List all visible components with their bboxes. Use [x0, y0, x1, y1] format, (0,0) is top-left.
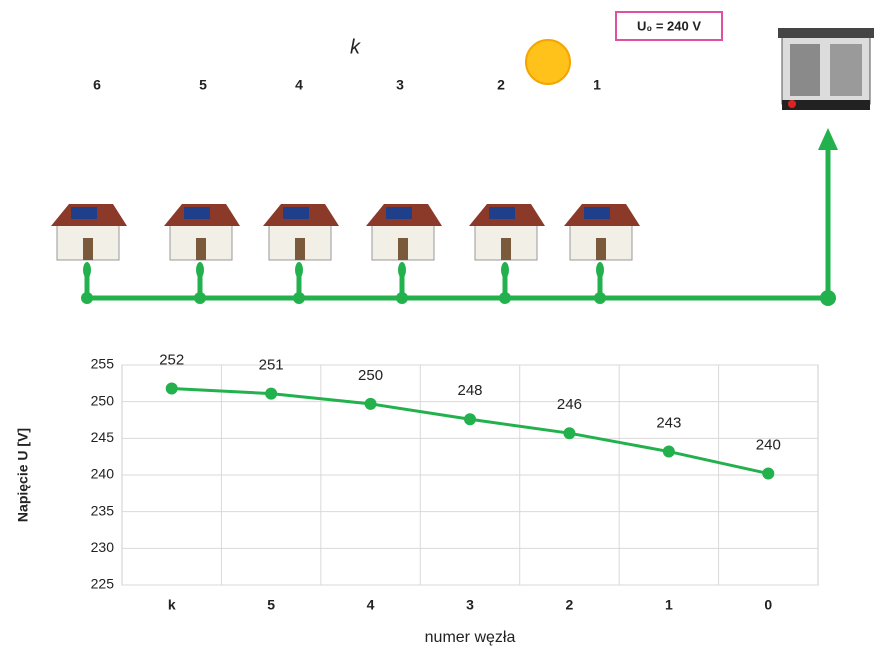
house-node [81, 292, 93, 304]
solar-panel [283, 207, 309, 219]
transformer [778, 28, 874, 110]
data-label: 251 [259, 357, 284, 374]
solar-panel [386, 207, 412, 219]
y-tick-label: 225 [91, 576, 115, 592]
x-tick-label: 0 [764, 597, 772, 613]
house-node [396, 292, 408, 304]
house-door [596, 238, 606, 260]
house-meter [196, 262, 204, 278]
house-meter [83, 262, 91, 278]
house-door [398, 238, 408, 260]
y-tick-label: 250 [91, 392, 115, 408]
node-label: 3 [396, 77, 404, 93]
y-tick-label: 240 [91, 466, 115, 482]
house-meter [596, 262, 604, 278]
house-door [83, 238, 93, 260]
source-node [820, 290, 836, 306]
house-node [194, 292, 206, 304]
sun [525, 39, 571, 85]
house-node [594, 292, 606, 304]
data-label: 252 [159, 351, 184, 368]
data-label: 250 [358, 367, 383, 384]
x-tick-label: 3 [466, 597, 474, 613]
house-node [499, 292, 511, 304]
house-door [501, 238, 511, 260]
node-label: 2 [497, 77, 505, 93]
data-label: 243 [656, 415, 681, 432]
data-point [364, 397, 377, 410]
x-tick-label: 2 [566, 597, 574, 613]
x-tick-label: 4 [367, 597, 375, 613]
y-tick-label: 255 [91, 356, 115, 372]
node-label: 5 [199, 77, 207, 93]
solar-panel [184, 207, 210, 219]
source-label: U₀ = 240 V [637, 18, 701, 33]
data-point [662, 445, 675, 458]
y-tick-label: 235 [91, 502, 115, 518]
house-door [196, 238, 206, 260]
x-tick-label: k [168, 597, 176, 613]
house-meter [501, 262, 509, 278]
data-point [464, 413, 476, 426]
y-axis-title: Napięcie U [V] [15, 428, 31, 522]
data-point [563, 427, 576, 440]
solar-panel [71, 207, 97, 219]
y-tick-label: 230 [91, 539, 115, 555]
data-point [265, 387, 278, 400]
source-box [615, 11, 723, 41]
house-door [295, 238, 305, 260]
node-label: 6 [93, 77, 101, 93]
x-axis-title: numer węzła [425, 629, 516, 646]
x-tick-label: 1 [665, 597, 673, 613]
arrow-head [818, 128, 838, 150]
diagram: k U₀ = 240 V 6 5 4 3 2 1 [51, 11, 874, 306]
house-meter [295, 262, 303, 278]
data-label: 248 [457, 382, 482, 399]
node-label: 1 [593, 77, 601, 93]
solar-panel [489, 207, 515, 219]
x-tick-label: 5 [267, 597, 275, 613]
house-meter [398, 262, 406, 278]
marker: k [350, 36, 361, 58]
data-point [165, 382, 178, 395]
house-node [293, 292, 305, 304]
solar-panel [584, 207, 610, 219]
y-tick-label: 245 [91, 429, 115, 445]
node-label: 4 [295, 77, 303, 93]
data-label: 240 [756, 437, 781, 454]
data-label: 246 [557, 396, 582, 413]
data-point [762, 467, 775, 480]
